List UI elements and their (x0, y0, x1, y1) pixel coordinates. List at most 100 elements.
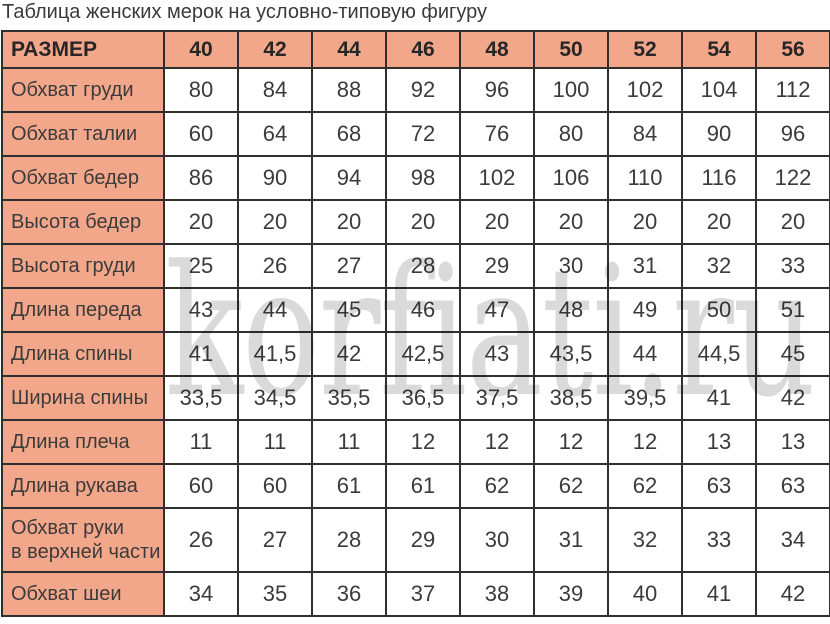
value-cell: 80 (533, 111, 609, 157)
value-cell: 33 (755, 243, 830, 289)
value-cell: 42,5 (385, 331, 461, 377)
value-cell: 12 (533, 419, 609, 465)
value-cell: 60 (163, 463, 239, 509)
value-cell: 27 (311, 243, 387, 289)
value-cell: 32 (681, 243, 757, 289)
value-cell: 30 (533, 243, 609, 289)
value-cell: 44 (607, 331, 683, 377)
size-header-cell: 46 (385, 30, 461, 69)
value-cell: 39 (533, 571, 609, 617)
value-cell: 45 (755, 331, 830, 377)
row-label-cell: Длина рукава (1, 463, 165, 509)
value-cell: 36 (311, 571, 387, 617)
value-cell: 44 (237, 287, 313, 333)
value-cell: 42 (755, 571, 830, 617)
value-cell: 98 (385, 155, 461, 201)
value-cell: 28 (385, 243, 461, 289)
value-cell: 34 (755, 507, 830, 573)
value-cell: 31 (607, 243, 683, 289)
value-cell: 36,5 (385, 375, 461, 421)
value-cell: 63 (755, 463, 830, 509)
value-cell: 37 (385, 571, 461, 617)
size-header-cell: 42 (237, 30, 313, 69)
value-cell: 61 (385, 463, 461, 509)
value-cell: 41 (681, 375, 757, 421)
value-cell: 27 (237, 507, 313, 573)
value-cell: 28 (311, 507, 387, 573)
value-cell: 11 (163, 419, 239, 465)
value-cell: 86 (163, 155, 239, 201)
table-row: Обхват шеи 34 35 36 37 38 39 40 41 42 (1, 571, 830, 617)
value-cell: 62 (533, 463, 609, 509)
row-label-cell: Ширина спины (1, 375, 165, 421)
value-cell: 35,5 (311, 375, 387, 421)
table-row: Высота груди 25 26 27 28 29 30 31 32 33 (1, 243, 830, 289)
value-cell: 112 (755, 67, 830, 113)
value-cell: 20 (311, 199, 387, 245)
value-cell: 96 (755, 111, 830, 157)
row-label-cell: Высота бедер (1, 199, 165, 245)
value-cell: 12 (607, 419, 683, 465)
row-label-cell: Длина переда (1, 287, 165, 333)
value-cell: 106 (533, 155, 609, 201)
value-cell: 11 (237, 419, 313, 465)
value-cell: 62 (459, 463, 535, 509)
value-cell: 42 (755, 375, 830, 421)
value-cell: 102 (459, 155, 535, 201)
value-cell: 33 (681, 507, 757, 573)
value-cell: 41 (163, 331, 239, 377)
table-row: Обхват груди 80 84 88 92 96 100 102 104 112 (1, 67, 830, 113)
row-label-cell: Обхват шеи (1, 571, 165, 617)
value-cell: 25 (163, 243, 239, 289)
value-cell: 72 (385, 111, 461, 157)
value-cell: 68 (311, 111, 387, 157)
value-cell: 20 (607, 199, 683, 245)
value-cell: 29 (385, 507, 461, 573)
value-cell: 102 (607, 67, 683, 113)
value-cell: 32 (607, 507, 683, 573)
value-cell: 41,5 (237, 331, 313, 377)
value-cell: 44,5 (681, 331, 757, 377)
value-cell: 90 (237, 155, 313, 201)
value-cell: 26 (237, 243, 313, 289)
value-cell: 35 (237, 571, 313, 617)
value-cell: 20 (681, 199, 757, 245)
value-cell: 40 (607, 571, 683, 617)
value-cell: 76 (459, 111, 535, 157)
table-row: Длина переда 43 44 45 46 47 48 49 50 51 (1, 287, 830, 333)
value-cell: 33,5 (163, 375, 239, 421)
value-cell: 43 (163, 287, 239, 333)
value-cell: 20 (533, 199, 609, 245)
value-cell: 64 (237, 111, 313, 157)
value-cell: 11 (311, 419, 387, 465)
table-row: Обхват руки в верхней части 26 27 28 29 30 31 3… (1, 507, 830, 573)
value-cell: 104 (681, 67, 757, 113)
value-cell: 47 (459, 287, 535, 333)
value-cell: 12 (459, 419, 535, 465)
value-cell: 51 (755, 287, 830, 333)
value-cell: 39,5 (607, 375, 683, 421)
value-cell: 116 (681, 155, 757, 201)
row-label-cell: Обхват талии (1, 111, 165, 157)
value-cell: 90 (681, 111, 757, 157)
value-cell: 41 (681, 571, 757, 617)
table-body: Обхват груди 80 84 88 92 96 100 102 104 112 Обхват… (1, 67, 830, 617)
value-cell: 43 (459, 331, 535, 377)
size-header-cell: 40 (163, 30, 239, 69)
table-row: Обхват талии 60 64 68 72 76 80 84 90 96 (1, 111, 830, 157)
value-cell: 122 (755, 155, 830, 201)
value-cell: 80 (163, 67, 239, 113)
page-title: Таблица женских мерок на условно-типовую… (2, 1, 488, 23)
value-cell: 37,5 (459, 375, 535, 421)
value-cell: 63 (681, 463, 757, 509)
value-cell: 60 (163, 111, 239, 157)
value-cell: 20 (755, 199, 830, 245)
value-cell: 13 (755, 419, 830, 465)
value-cell: 88 (311, 67, 387, 113)
value-cell: 34 (163, 571, 239, 617)
value-cell: 34,5 (237, 375, 313, 421)
table-row: Длина плеча 11 11 11 12 12 12 12 13 13 (1, 419, 830, 465)
row-label-cell: Длина спины (1, 331, 165, 377)
row-label-cell: Обхват бедер (1, 155, 165, 201)
